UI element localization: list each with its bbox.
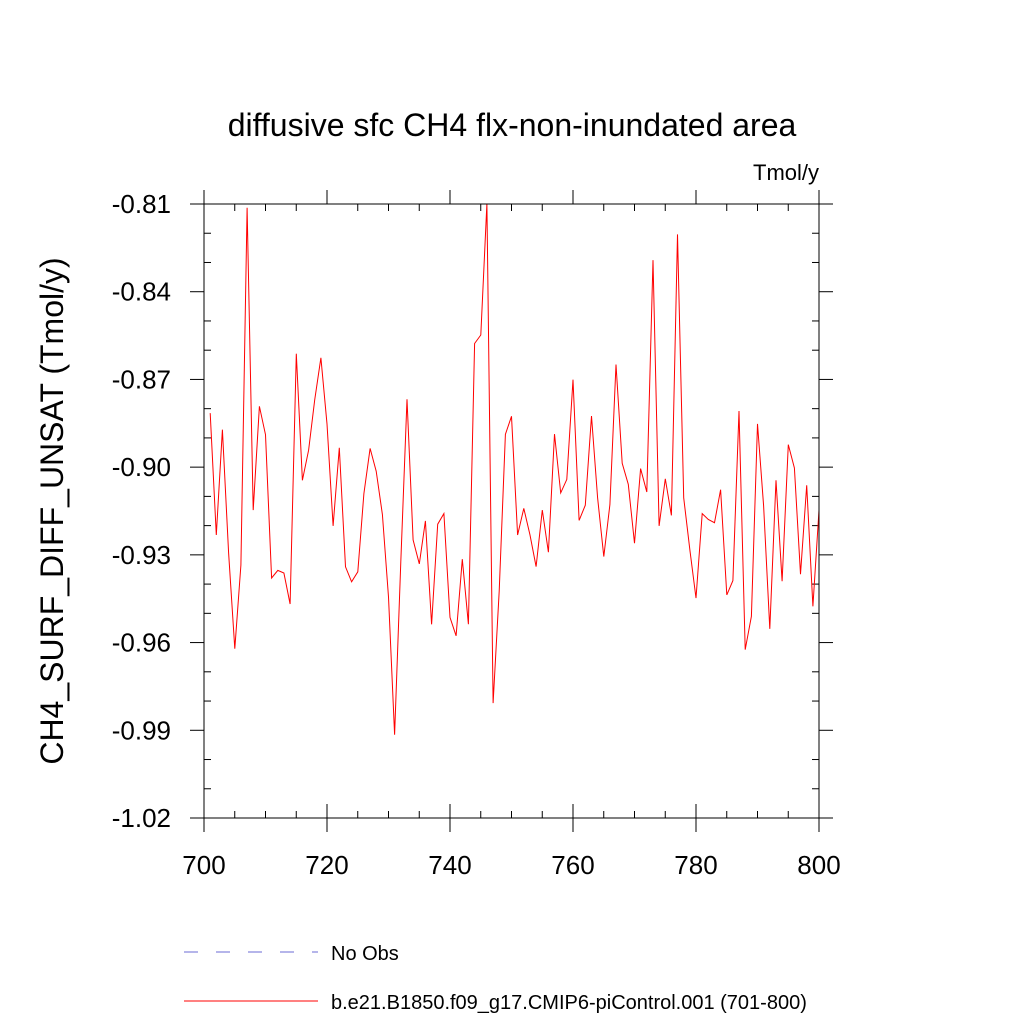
legend-label: b.e21.B1850.f09_g17.CMIP6-piControl.001 … [331, 992, 807, 1014]
y-tick-label: -0.84 [112, 277, 171, 307]
y-tick-label: -0.99 [112, 715, 171, 745]
x-tick-label: 740 [428, 850, 471, 880]
y-tick-label: -0.93 [112, 540, 171, 570]
chart-title: diffusive sfc CH4 flx-non-inundated area [228, 107, 797, 143]
x-tick-label: 780 [674, 850, 717, 880]
x-tick-label: 720 [305, 850, 348, 880]
legend: No Obs b.e21.B1850.f09_g17.CMIP6-piContro… [184, 943, 807, 1014]
y-tick-label: -0.96 [112, 628, 171, 658]
plot-frame [203, 203, 820, 819]
y-tick-label: -0.81 [112, 189, 171, 219]
y-axis-ticks: -1.02 -0.99 -0.96 -0.93 -0.90 -0.87 -0.84 -0.81 [112, 189, 833, 833]
units-label: Tmol/y [753, 160, 819, 185]
y-tick-label: -0.87 [112, 364, 171, 394]
x-tick-label: 800 [797, 850, 840, 880]
y-tick-label: -1.02 [112, 803, 171, 833]
x-tick-label: 700 [182, 850, 225, 880]
x-axis-ticks: 700 720 740 760 780 800 [182, 190, 841, 880]
series-layer [209, 203, 820, 735]
y-tick-label: -0.90 [112, 452, 171, 482]
series-line [209, 203, 820, 735]
legend-label: No Obs [331, 943, 399, 965]
y-axis-label: CH4_SURF_DIFF_UNSAT (Tmol/y) [34, 257, 70, 764]
x-tick-label: 760 [551, 850, 594, 880]
